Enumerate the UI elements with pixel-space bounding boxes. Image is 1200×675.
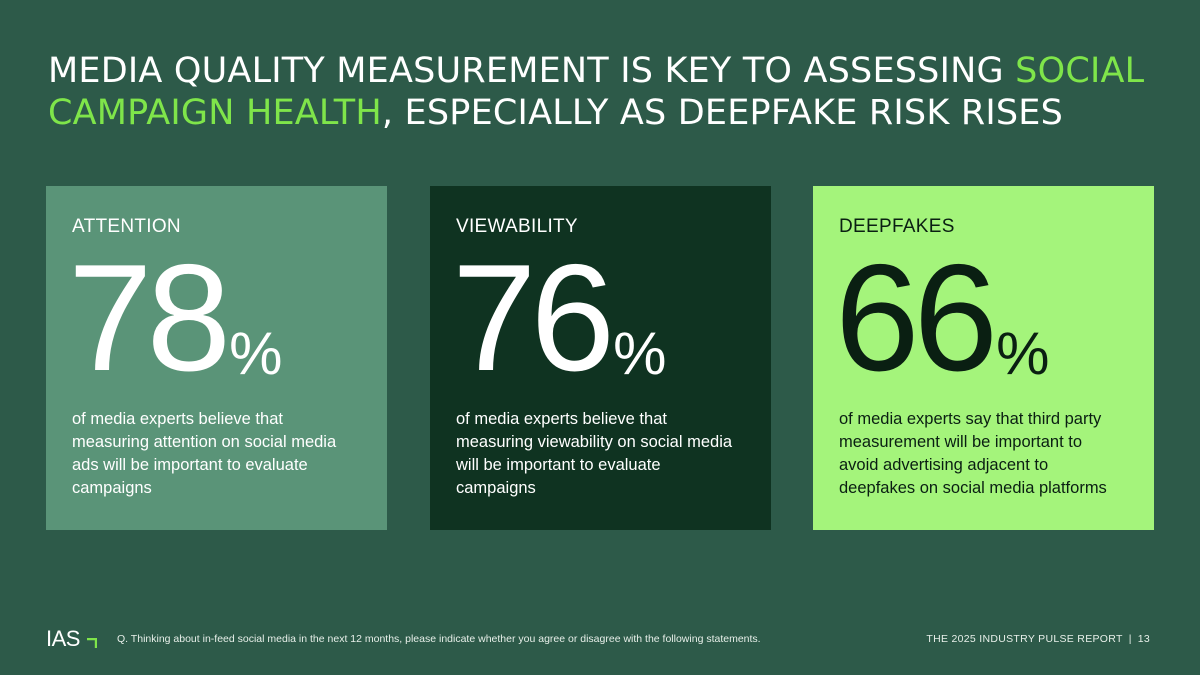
card-unit: % [996,320,1050,387]
report-separator: | [1128,633,1132,645]
survey-question: Q. Thinking about in-feed social media i… [117,633,761,645]
card-unit: % [229,320,283,387]
page-title: MEDIA QUALITY MEASUREMENT IS KEY TO ASSE… [48,50,1158,134]
title-highlight: SOCIAL CAMPAIGN HEALTH [48,51,1145,133]
page-number: 13 [1137,633,1150,645]
card-value: 78 [68,233,231,403]
viewability-card: VIEWABILITY 76% of media experts believe… [430,186,771,530]
attention-card: ATTENTION 78% of media experts believe t… [46,186,387,530]
ias-logo: IAS [46,626,80,651]
card-description: of media experts believe that measuring … [456,410,733,497]
card-value: 76 [452,233,615,403]
footer: IAS Q. Thinking about in-feed social med… [0,624,1200,654]
card-stat: 76% [452,233,667,403]
card-description: of media experts believe that measuring … [72,410,337,497]
card-unit: % [613,320,667,387]
report-footer: THE 2025 INDUSTRY PULSE REPORT | 13 [926,632,1150,646]
card-stat: 78% [68,233,283,403]
card-label: VIEWABILITY [456,216,578,237]
card-label: ATTENTION [72,216,181,237]
title-part-2: , ESPECIALLY AS DEEPFAKE RISK RISES [381,93,1064,133]
deepfakes-card: DEEPFAKES 66% of media experts say that … [813,186,1154,530]
title-part-1: MEDIA QUALITY MEASUREMENT IS KEY TO ASSE… [48,51,1016,91]
ias-corner-mark-icon [87,638,97,648]
card-stat: 66% [835,233,1050,403]
card-description: of media experts say that third party me… [839,410,1107,497]
card-label: DEEPFAKES [839,216,955,237]
card-value: 66 [835,233,998,403]
report-name: THE 2025 INDUSTRY PULSE REPORT [926,633,1123,645]
